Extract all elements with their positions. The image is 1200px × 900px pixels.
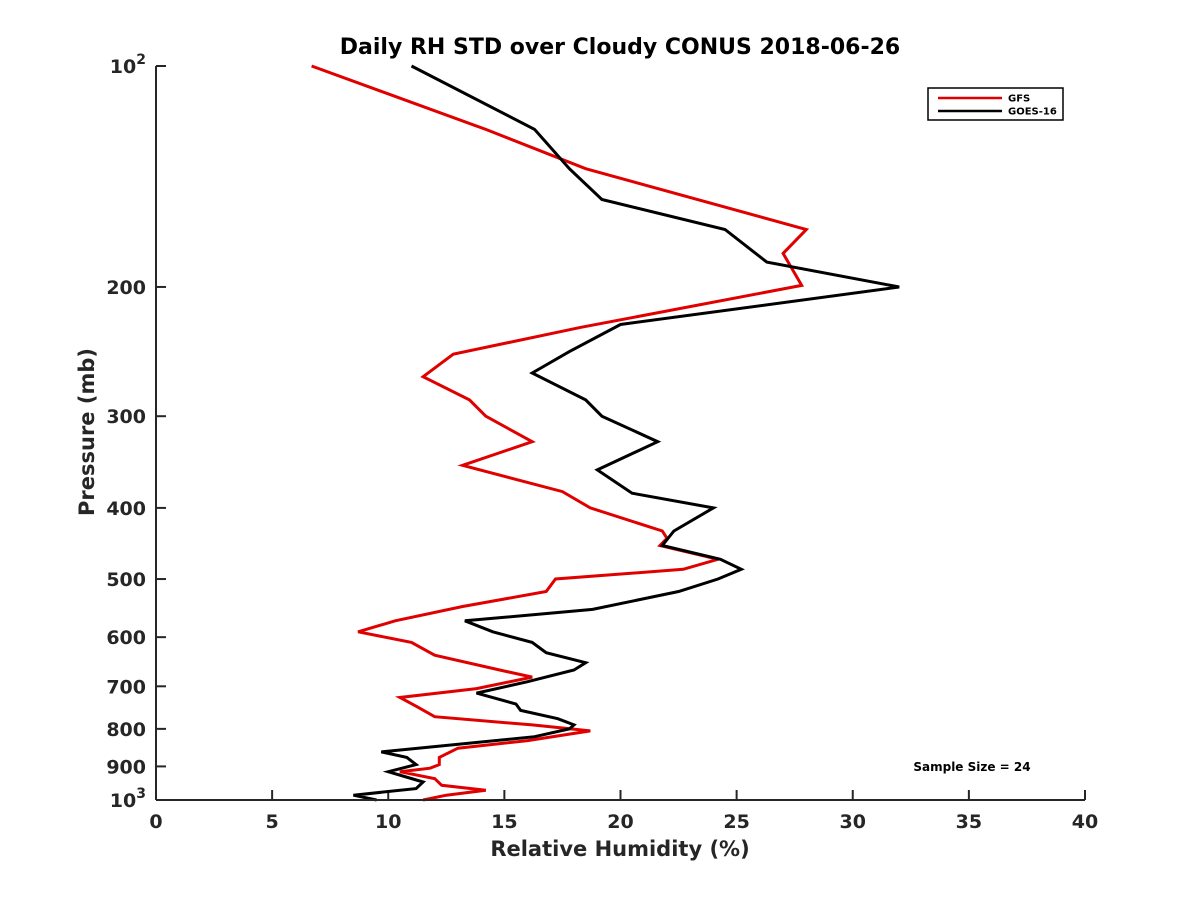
x-tick-label: 35 bbox=[956, 811, 982, 833]
sample-size-annotation: Sample Size = 24 bbox=[913, 760, 1030, 774]
legend-box bbox=[927, 87, 1064, 121]
y-tick-label: 102 bbox=[110, 52, 146, 78]
y-tick-label: 900 bbox=[106, 756, 146, 778]
y-tick-base: 10 bbox=[110, 790, 136, 812]
series-line-goes-16 bbox=[353, 64, 900, 802]
y-axis-label: Pressure (mb) bbox=[75, 348, 99, 516]
y-tick-label: 800 bbox=[106, 719, 146, 741]
x-tick-label: 40 bbox=[1072, 811, 1098, 833]
y-tick-label: 200 bbox=[106, 277, 146, 299]
x-tick-label: 0 bbox=[149, 811, 162, 833]
y-tick-label: 300 bbox=[106, 406, 146, 428]
chart-title: Daily RH STD over Cloudy CONUS 2018-06-2… bbox=[340, 35, 900, 60]
y-tick-base: 10 bbox=[110, 56, 136, 78]
legend-label-goes-16: GOES-16 bbox=[1008, 107, 1057, 118]
series-line-gfs bbox=[311, 64, 810, 802]
y-tick-exponent: 3 bbox=[136, 786, 146, 802]
x-tick-label: 10 bbox=[375, 811, 401, 833]
x-tick-label: 15 bbox=[491, 811, 517, 833]
x-tick-label: 5 bbox=[266, 811, 279, 833]
y-tick-exponent: 2 bbox=[136, 52, 146, 68]
x-axis: 0 5 10 15 20 25 30 35 40 bbox=[149, 790, 1098, 833]
y-tick-label: 700 bbox=[106, 676, 146, 698]
y-tick-label: 500 bbox=[106, 569, 146, 591]
y-tick-label: 103 bbox=[110, 786, 146, 812]
x-tick-label: 20 bbox=[607, 811, 633, 833]
legend-label-gfs: GFS bbox=[1008, 94, 1030, 105]
x-axis-label: Relative Humidity (%) bbox=[490, 837, 749, 861]
x-tick-label: 25 bbox=[723, 811, 749, 833]
y-tick-label: 400 bbox=[106, 498, 146, 520]
legend: GFS GOES-16 bbox=[927, 87, 1064, 121]
x-tick-label: 30 bbox=[840, 811, 866, 833]
y-tick-label: 600 bbox=[106, 627, 146, 649]
plot-area bbox=[311, 64, 900, 802]
